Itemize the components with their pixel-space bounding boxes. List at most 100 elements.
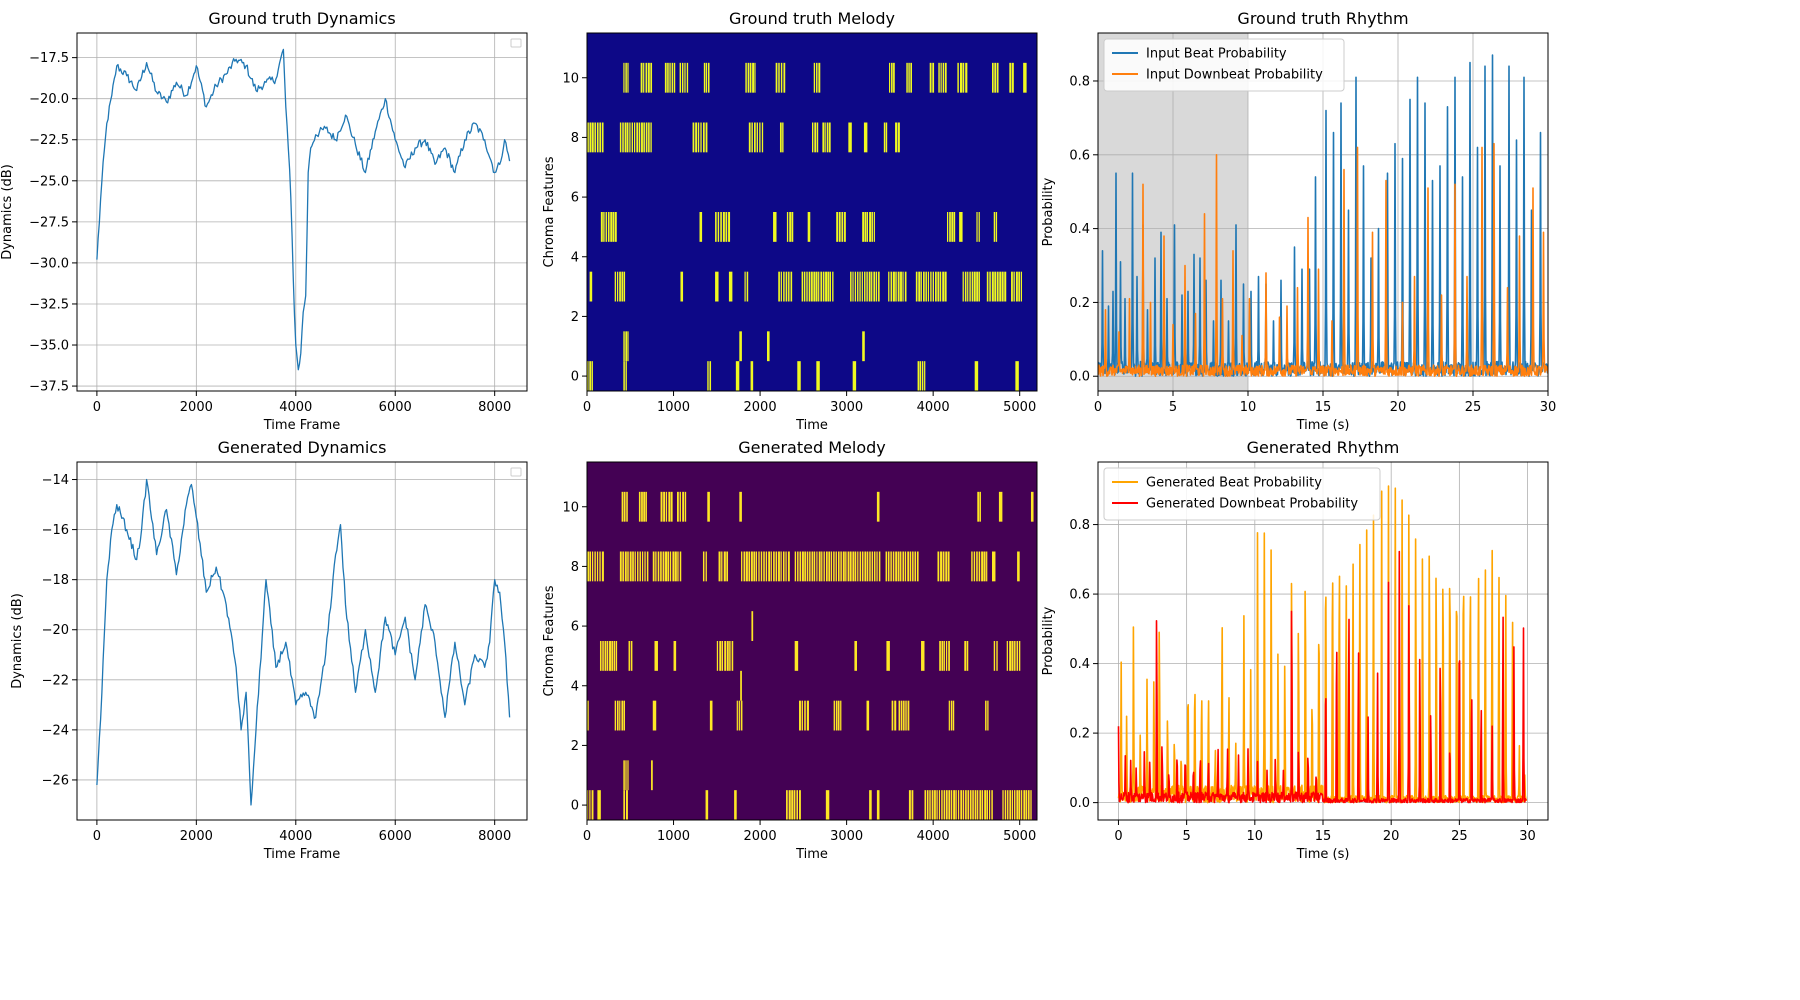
gen-melody-cell (866, 551, 869, 582)
gen-melody-cell (900, 551, 902, 582)
gen-melody-cell (825, 551, 828, 582)
gt-rhythm-y-tick-label: 0.0 (1069, 370, 1090, 385)
gen-melody-cell (942, 551, 945, 582)
gen-melody-cell (1007, 790, 1009, 820)
gt-melody-cell (873, 212, 875, 242)
gen-melody-cell (1023, 790, 1026, 820)
gt-melody-cell (902, 271, 904, 302)
gt-dynamics-title: Ground truth Dynamics (208, 9, 395, 28)
gen-melody-cell (816, 551, 818, 582)
gen-melody-cell (663, 491, 666, 522)
gt-melody-cell (949, 212, 951, 242)
gt-melody-cell (994, 62, 996, 93)
gt-melody-cell (908, 62, 910, 93)
gen-melody-cell (974, 790, 977, 820)
gt-melody-cell (786, 212, 789, 242)
gen-melody-cell (900, 700, 903, 731)
gen-melody-cell (801, 700, 803, 731)
gt-melody-cell (895, 122, 898, 153)
gt-melody-cell (925, 271, 927, 302)
gen-melody-cell (1030, 491, 1034, 522)
gt-melody-cell (944, 271, 947, 302)
gt-melody-cell (703, 62, 706, 93)
gt-melody-cell (673, 62, 676, 93)
gen-melody-cell (835, 551, 837, 582)
gt-melody-cell (707, 62, 710, 93)
gt-melody-cell (629, 122, 631, 153)
gt-melody-cell (1011, 62, 1014, 93)
gt-melody-cell (962, 271, 964, 302)
gt-melody-cell (684, 62, 686, 93)
gt-melody-cell (866, 212, 869, 242)
gt-melody-cell (788, 271, 790, 302)
gen-rhythm-plot-area (1098, 462, 1548, 820)
gen-melody-cell (876, 551, 878, 582)
gen-melody-cell (904, 551, 907, 582)
gt-melody-cell (1020, 271, 1023, 302)
gen-melody-cell (996, 641, 998, 671)
gt-melody-cell (822, 122, 825, 153)
gen-melody-plot-area (587, 462, 1037, 820)
gt-melody-cell (937, 271, 940, 302)
gt-melody-cell (959, 62, 963, 93)
gen-melody-cell (926, 790, 929, 820)
gen-melody-cell (966, 641, 969, 671)
gen-melody-cell (943, 790, 946, 820)
gt-melody-cell (643, 122, 645, 153)
gt-melody-cell (746, 271, 749, 302)
gen-rhythm-y-tick-label: 0.2 (1069, 727, 1090, 742)
gen-melody-cell (976, 551, 978, 582)
gt-melody-cell (775, 62, 778, 93)
gt-melody-cell (825, 271, 828, 302)
gen-melody-cell (627, 760, 629, 791)
gen-melody-cell (652, 551, 655, 582)
gt-melody-cell (650, 122, 652, 153)
gen-melody-cell (625, 760, 627, 791)
gen-melody-cell (682, 491, 685, 522)
gen-melody-cell (943, 641, 945, 671)
gt-melody-cell (623, 361, 625, 391)
gen-melody-cell (945, 641, 948, 671)
gen-melody-cell (931, 790, 934, 820)
gt-melody-cell (692, 122, 695, 153)
gen-rhythm-legend-label: Generated Downbeat Probability (1146, 497, 1358, 512)
gt-melody-cell (614, 212, 617, 242)
gen-melody-cell (869, 551, 871, 582)
gt-melody-cell (965, 62, 968, 93)
gt-melody-cell (873, 271, 876, 302)
gen-melody-cell (840, 700, 842, 731)
gt-melody-x-tick-label: 0 (583, 400, 591, 415)
gen-melody-cell (768, 551, 771, 582)
gen-melody-cell (799, 700, 801, 731)
gen-melody-cell (627, 551, 629, 582)
gt-rhythm-x-axis-label: Time (s) (1296, 418, 1350, 433)
gen-dynamics-x-axis-label: Time Frame (263, 847, 340, 862)
gt-dynamics-y-tick-label: −32.5 (29, 297, 69, 312)
gt-melody-cell (999, 271, 1002, 302)
gen-melody-cell (799, 551, 802, 582)
gen-melody-cell (628, 641, 630, 671)
gt-melody-cell (773, 212, 777, 242)
gen-melody-cell (705, 551, 707, 582)
gt-melody-cell (619, 271, 621, 302)
gt-melody-cell (587, 361, 589, 391)
gt-melody-cell (836, 212, 839, 242)
gt-melody-cell (861, 271, 863, 302)
gt-melody-cell (589, 361, 592, 391)
gen-melody-cell (758, 551, 760, 582)
gt-dynamics-x-tick-label: 6000 (379, 400, 412, 415)
gt-melody-cell (940, 62, 942, 93)
gt-melody-cell (720, 212, 722, 242)
gt-melody-cell (806, 271, 808, 302)
gen-melody-cell (907, 700, 910, 731)
gt-melody-cell (591, 122, 594, 153)
gen-melody-cell (891, 700, 894, 731)
gen-melody-cell (782, 551, 785, 582)
gen-melody-x-tick-label: 5000 (1003, 829, 1036, 844)
gen-melody-cell (945, 790, 948, 820)
gt-dynamics-x-tick-label: 4000 (279, 400, 312, 415)
gt-melody-cell (745, 62, 747, 93)
gen-melody-cell (862, 551, 864, 582)
gt-melody-cell (623, 62, 625, 93)
gen-melody-cell (971, 551, 973, 582)
